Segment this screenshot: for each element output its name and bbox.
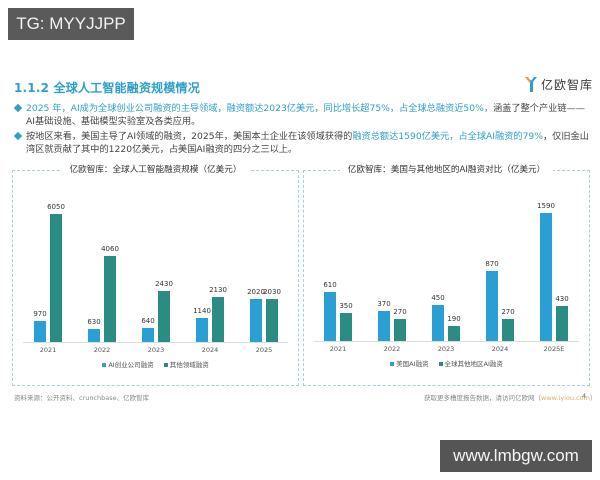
summary-bullets: 2025 年，AI成为全球创业公司融资的主导领域，融资额达2023亿美元，同比增…: [13, 102, 590, 158]
x-axis-tick-label: 2021: [39, 346, 57, 354]
chart-global-ai-funding: 亿欧智库：全球人工智能融资规模（亿美元） 970 6050 2021 630 4060 2…: [12, 165, 299, 386]
bar-series-1: [88, 329, 100, 342]
bar-value-label: 640: [141, 317, 155, 325]
bar-value-label: 270: [501, 308, 515, 316]
bar-series-2: [266, 299, 278, 342]
legend-swatch-icon: [438, 362, 443, 366]
chart-title: 亿欧智库：美国与其他地区的AI融资对比（亿美元）: [304, 163, 589, 175]
bullet-text: 涵盖了整个产业链——AI基础设施、基础模型实验室及各类应用。: [26, 103, 585, 127]
x-axis-tick-label: 2021: [329, 345, 347, 353]
chart-legend: 美国AI融资 全球其他地区AI融资: [304, 358, 589, 368]
legend-swatch-icon: [102, 363, 107, 367]
footer-more-info: 获取更多槽度报告数据，请访问亿欧网（www.iyiou.com）: [424, 394, 597, 402]
bar-value-label: 430: [555, 295, 569, 303]
bar-series-2: [394, 319, 406, 341]
legend-item: AI创业公司融资: [102, 359, 154, 369]
bar-series-1: [250, 299, 262, 342]
brand-logo: 亿欧智库: [524, 73, 593, 95]
x-axis-tick-label: 2025: [255, 346, 273, 354]
bar-value-label: 630: [87, 318, 101, 326]
chart-title: 亿欧智库：全球人工智能融资规模（亿美元）: [13, 163, 298, 175]
bar-value-label: 1140: [193, 307, 211, 315]
legend-item: 全球其他地区AI融资: [438, 358, 503, 368]
bar-series-2: [502, 319, 514, 341]
bar-series-1: [486, 271, 498, 341]
diamond-bullet-icon: [13, 103, 23, 113]
bar-value-label: 2130: [209, 286, 227, 294]
bullet-item: 2025 年，AI成为全球创业公司融资的主导领域，融资额达2023亿美元，同比增…: [13, 102, 590, 128]
legend-item: 其他领域融资: [163, 359, 209, 369]
bar-value-label: 2430: [155, 280, 173, 288]
bullet-text-highlight: 2025 年，AI成为全球创业公司融资的主导领域，融资额达2023亿美元，同比增…: [26, 103, 494, 114]
legend-swatch-icon: [390, 362, 395, 366]
chart-us-vs-rest-ai-funding: 亿欧智库：美国与其他地区的AI融资对比（亿美元） 610 350 2021 370 27…: [303, 165, 590, 386]
bullet-text: 按地区来看，美国主导了AI领域的融资，2025年，美国本土企业在该领域获得的: [26, 131, 353, 142]
bar-value-label: 2020: [247, 288, 265, 296]
bar-value-label: 270: [393, 308, 407, 316]
bullet-text: ，仅旧金山湾区就贡献了其中的1220亿美元，占美国AI融资的四分之三以上。: [26, 131, 589, 155]
bar-series-1: [378, 311, 390, 341]
bar-value-label: 1590: [537, 202, 555, 210]
bar-value-label: 870: [485, 260, 499, 268]
bar-value-label: 2030: [263, 288, 281, 296]
legend-item: 美国AI融资: [390, 358, 429, 368]
x-axis-tick-label: 2022: [383, 345, 401, 353]
section-title: 1.1.2 全球人工智能融资规模情况: [14, 81, 200, 95]
bar-value-label: 350: [339, 302, 353, 310]
bar-series-2: [212, 297, 224, 342]
x-axis-baseline: [314, 341, 579, 342]
bar-series-1: [324, 292, 336, 341]
page-number: 4: [582, 392, 587, 400]
x-axis-tick-label: 2023: [437, 345, 455, 353]
bar-series-2: [50, 214, 62, 342]
bar-value-label: 450: [431, 294, 445, 302]
footer-link[interactable]: www.iyiou.com: [541, 394, 590, 402]
watermark-badge-bottom: www.lmbgw.com: [440, 440, 592, 472]
bar-series-1: [432, 305, 444, 341]
logo-y-icon: [524, 75, 538, 93]
bullet-text-highlight: 融资总额达1590亿美元，占全球AI融资的79%: [352, 131, 543, 142]
bar-series-1: [540, 213, 552, 341]
bar-series-1: [142, 328, 154, 342]
bar-value-label: 6050: [47, 203, 65, 211]
bar-value-label: 4060: [101, 245, 119, 253]
diamond-bullet-icon: [13, 131, 23, 141]
bar-value-label: 370: [377, 300, 391, 308]
bar-series-2: [104, 256, 116, 342]
chart-legend: AI创业公司融资 其他领域融资: [13, 359, 298, 369]
watermark-badge-top: TG: MYYJJPP: [8, 8, 134, 40]
x-axis-tick-label: 2025E: [543, 345, 565, 353]
legend-swatch-icon: [163, 363, 168, 367]
bar-series-2: [556, 306, 568, 341]
x-axis-tick-label: 2024: [491, 345, 509, 353]
x-axis-tick-label: 2023: [147, 346, 165, 354]
bar-series-2: [448, 326, 460, 341]
bar-series-1: [196, 318, 208, 342]
x-axis-baseline: [23, 342, 288, 343]
bar-series-1: [34, 321, 46, 342]
bar-series-2: [158, 291, 170, 342]
data-source-note: 资料来源：公开资料、crunchbase、亿欧智库: [14, 394, 150, 402]
bullet-item: 按地区来看，美国主导了AI领域的融资，2025年，美国本土企业在该领域获得的融资…: [13, 130, 590, 156]
bar-series-2: [340, 313, 352, 341]
logo-text: 亿欧智库: [541, 77, 594, 92]
bar-value-label: 610: [323, 281, 337, 289]
x-axis-tick-label: 2022: [93, 346, 111, 354]
bar-value-label: 970: [33, 310, 47, 318]
x-axis-tick-label: 2024: [201, 346, 219, 354]
bar-value-label: 190: [447, 315, 461, 323]
